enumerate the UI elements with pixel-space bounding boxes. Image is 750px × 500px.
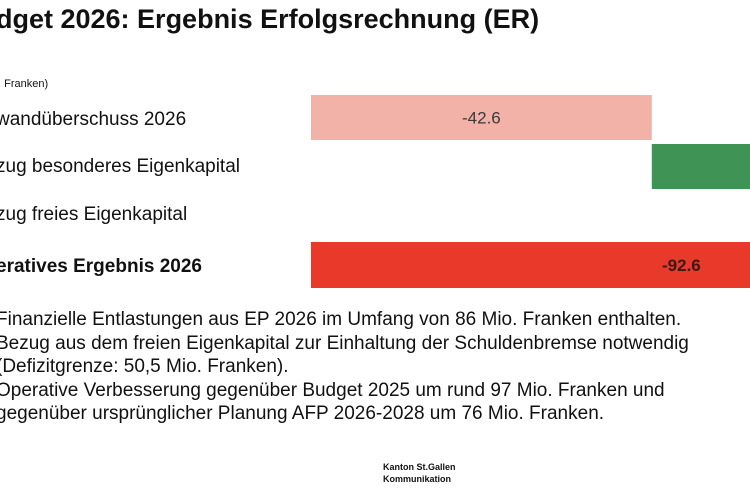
unit-label: . Franken) bbox=[0, 78, 49, 90]
category-label-operatives-ergebnis: eratives Ergebnis 2026 bbox=[0, 256, 202, 277]
footer-branding: Kanton St.Gallen Kommunikation bbox=[383, 461, 456, 485]
bar-aufwandueberschuss bbox=[311, 95, 652, 140]
waterfall-chart: -42.6-30.0-20.0-92.6 bbox=[311, 95, 750, 288]
data-label-operatives-ergebnis: -92.6 bbox=[662, 256, 701, 275]
data-label-aufwandueberschuss: -42.6 bbox=[462, 109, 501, 128]
note-verbesserung: Operative Verbesserung gegenüber Budget … bbox=[0, 379, 665, 401]
bar-operatives-ergebnis bbox=[311, 242, 750, 288]
category-label-bezug-freies-eigenkapital: zug freies Eigenkapital bbox=[0, 204, 188, 225]
category-label-bezug-besonderes-eigenkapital: zug besonderes Eigenkapital bbox=[0, 156, 241, 177]
category-label-aufwandueberschuss: wandüberschuss 2026 bbox=[0, 109, 187, 130]
footer-line-department: Kommunikation bbox=[383, 474, 452, 484]
notes-block: Finanzielle Entlastungen aus EP 2026 im … bbox=[0, 308, 750, 426]
note-planung: gegenüber ursprünglicher Planung AFP 202… bbox=[0, 403, 605, 424]
note-bezug-eigenkapital: Bezug aus dem freien Eigenkapital zur Ei… bbox=[0, 332, 689, 354]
note-entlastungen: Finanzielle Entlastungen aus EP 2026 im … bbox=[0, 309, 682, 330]
page-title: dget 2026: Ergebnis Erfolgsrechnung (ER) bbox=[0, 4, 540, 34]
bar-bezug-besonderes-eigenkapital bbox=[651, 144, 750, 189]
footer-line-canton: Kanton St.Gallen bbox=[383, 462, 456, 472]
note-defizitgrenze: (Defizitgrenze: 50,5 Mio. Franken). bbox=[0, 356, 289, 377]
